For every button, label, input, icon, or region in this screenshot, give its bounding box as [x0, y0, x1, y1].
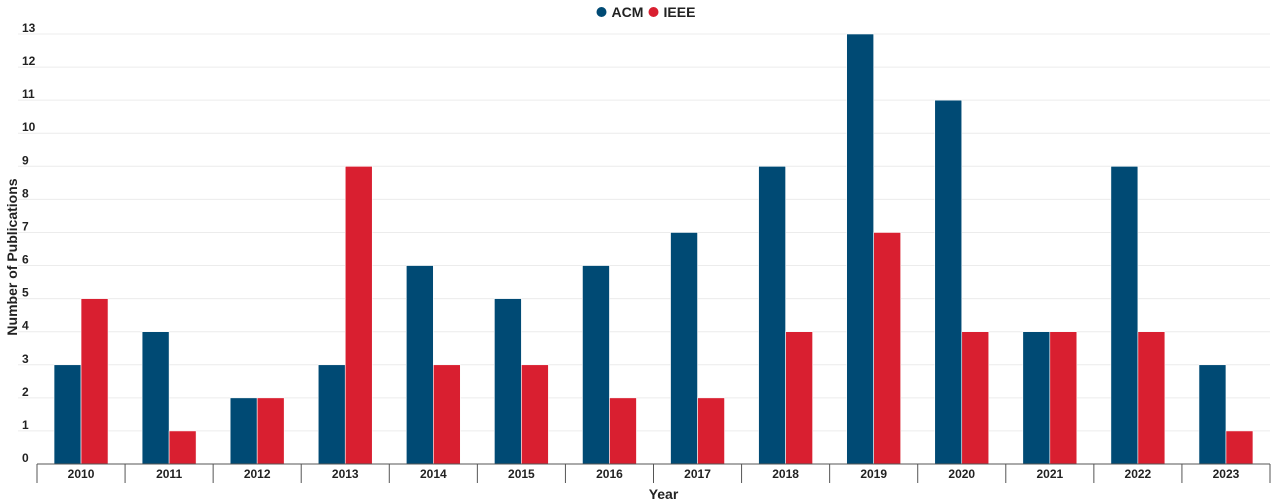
bar-acm-2018[interactable]: [758, 166, 786, 465]
bar-acm-2020[interactable]: [934, 99, 963, 465]
bar-acm-2014[interactable]: [406, 265, 434, 465]
x-tick-label-2016: 2016: [596, 467, 623, 481]
bar-acm-2016[interactable]: [582, 265, 610, 465]
bar-ieee-2014[interactable]: [433, 364, 461, 465]
y-tick-label-13: 13: [22, 21, 36, 35]
bars: [53, 33, 1254, 465]
y-tick-label-4: 4: [22, 319, 29, 333]
legend-label-ieee[interactable]: IEEE: [664, 4, 696, 20]
x-tick-label-2010: 2010: [68, 467, 95, 481]
y-tick-label-12: 12: [22, 54, 36, 68]
y-tick-label-8: 8: [22, 186, 29, 200]
y-tick-label-9: 9: [22, 153, 29, 167]
bar-acm-2013[interactable]: [317, 364, 346, 465]
x-tick-label-2013: 2013: [332, 467, 359, 481]
bar-acm-2015[interactable]: [494, 298, 522, 465]
x-axis-title: Year: [649, 486, 679, 502]
x-tick-label-2012: 2012: [244, 467, 271, 481]
legend-marker-ieee: [648, 7, 659, 17]
bar-ieee-2022[interactable]: [1137, 331, 1166, 465]
x-tick-label-2011: 2011: [156, 467, 182, 481]
bar-ieee-2011[interactable]: [168, 430, 197, 465]
y-tick-label-7: 7: [22, 219, 29, 233]
bar-ieee-2012[interactable]: [256, 397, 285, 465]
grid-lines: [18, 33, 1270, 432]
bar-acm-2010[interactable]: [53, 364, 82, 465]
bar-acm-2011[interactable]: [141, 331, 170, 465]
bar-acm-2019[interactable]: [846, 33, 874, 465]
x-axis: 2010 2011 2012 2013 2014 2015 2016 2017 2018 2019…: [36, 463, 1271, 483]
bar-acm-2017[interactable]: [670, 232, 698, 465]
bar-acm-2022[interactable]: [1110, 166, 1139, 465]
y-tick-label-0: 0: [22, 451, 29, 465]
y-tick-label-10: 10: [22, 120, 36, 134]
x-tick-label-2017: 2017: [684, 467, 711, 481]
x-tick-label-2022: 2022: [1125, 467, 1152, 481]
x-tick-label-2015: 2015: [508, 467, 535, 481]
bar-ieee-2018[interactable]: [785, 331, 813, 465]
x-tick-label-2020: 2020: [948, 467, 975, 481]
bar-ieee-2020[interactable]: [961, 331, 990, 465]
x-tick-label-2023: 2023: [1213, 467, 1240, 481]
bar-ieee-2023[interactable]: [1225, 430, 1254, 465]
x-tick-label-2021: 2021: [1036, 467, 1063, 481]
bar-acm-2012[interactable]: [229, 397, 258, 465]
bar-ieee-2017[interactable]: [697, 397, 725, 465]
bar-ieee-2010[interactable]: [80, 298, 109, 465]
bar-ieee-2015[interactable]: [521, 364, 549, 465]
bar-ieee-2013[interactable]: [344, 166, 373, 465]
y-axis-title: Number of Publications: [4, 178, 20, 335]
bar-ieee-2021[interactable]: [1049, 331, 1078, 465]
chart-legend[interactable]: ACM IEEE: [596, 4, 696, 20]
y-tick-label-2: 2: [22, 385, 29, 399]
legend-marker-acm: [596, 7, 607, 17]
y-tick-label-11: 11: [22, 87, 35, 101]
legend-label-acm[interactable]: ACM: [612, 4, 644, 20]
bar-acm-2023[interactable]: [1198, 364, 1227, 465]
y-tick-label-5: 5: [22, 286, 29, 300]
x-tick-label-2014: 2014: [420, 467, 447, 481]
x-tick-label-2019: 2019: [860, 467, 887, 481]
bar-ieee-2019[interactable]: [873, 232, 901, 465]
y-tick-label-6: 6: [22, 253, 29, 267]
y-tick-label-3: 3: [22, 352, 29, 366]
y-tick-label-1: 1: [22, 418, 29, 432]
x-tick-label-2018: 2018: [772, 467, 799, 481]
bar-ieee-2016[interactable]: [609, 397, 637, 465]
bar-acm-2021[interactable]: [1022, 331, 1051, 465]
